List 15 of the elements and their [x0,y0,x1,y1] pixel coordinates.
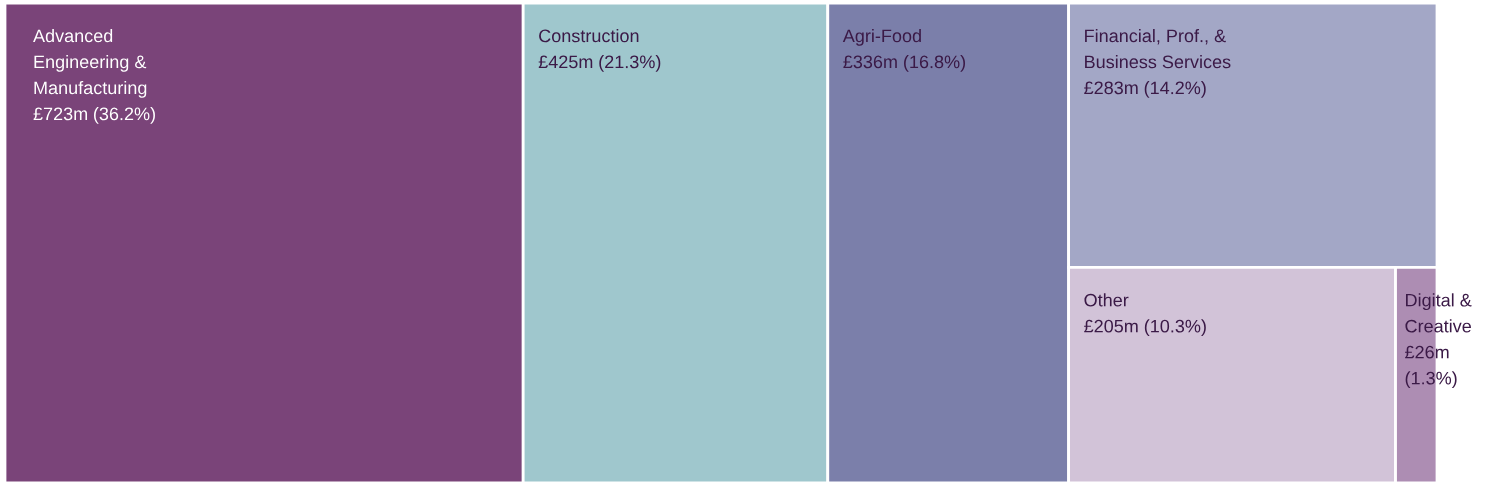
data-label: £205m [1084,319,1138,333]
category-label: Advanced Engineering & Manufacturing [33,29,147,98]
category-label: Other [1084,293,1129,307]
text: (16.8%) [904,55,966,72]
text: (14.2%) [1144,81,1206,98]
category-label: Agri-Food [842,29,921,46]
category-label: Financial, Prof., & Business Services [1085,29,1231,69]
text: (21.3%) [599,55,661,72]
data-label: £283m [1084,81,1138,95]
data-label: £425m [538,55,593,69]
text: (10.3%) [1144,319,1206,337]
category-label: Construction [539,29,639,43]
text: (36.2%) [94,107,155,124]
data-label: £723m [33,107,88,121]
data-label: £336m [843,55,897,69]
